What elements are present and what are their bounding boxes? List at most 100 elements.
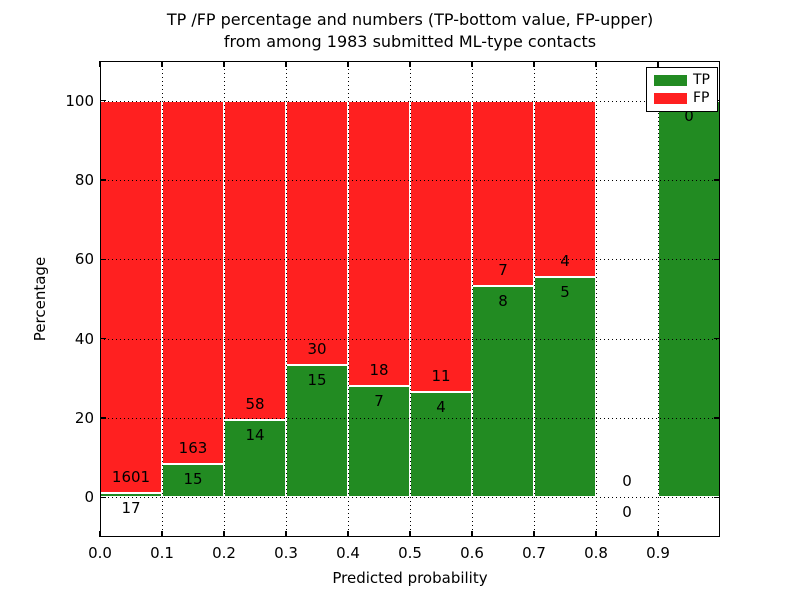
chart-title-line1: TP /FP percentage and numbers (TP-bottom… [166,10,654,29]
x-axis-label: Predicted probability [332,569,488,587]
y-tick-label: 60 [74,250,94,269]
x-tick-mark [471,531,473,537]
fp-count-label: 30 [307,340,327,359]
x-tick-mark [409,531,411,537]
tp-count-label: 0 [684,106,694,125]
y-tick-mark [100,337,106,340]
y-tick-mark-right [714,337,720,340]
x-tick-mark [657,531,659,537]
x-tick-mark [285,531,287,537]
y-tick-mark-right [714,179,720,181]
x-tick-mark-top [471,61,473,67]
y-tick-mark [100,258,106,261]
fp-bar-segment [534,100,596,277]
y-tick-label: 0 [84,488,94,507]
y-tick-mark-right [714,417,720,419]
x-tick-mark-top [533,61,535,67]
x-tick-label: 0.1 [150,544,174,562]
x-tick-label: 0.9 [646,544,670,562]
y-tick-mark [100,496,106,499]
y-tick-label: 80 [74,171,94,189]
tp-count-label: 4 [436,397,446,416]
fp-count-label: 11 [431,366,451,385]
x-tick-mark-top [99,61,101,67]
fp-bar-segment [472,100,534,286]
legend-swatch-tp-icon [654,75,687,87]
x-tick-mark-top [409,61,411,67]
tp-bar-segment [162,463,224,498]
legend-swatch-fp-icon [654,92,687,104]
y-axis-label: Percentage [31,256,49,342]
y-tick-label: 100 [65,91,94,110]
gridline-vertical [658,61,659,537]
x-tick-mark [161,531,163,537]
y-tick-mark [100,417,106,419]
x-tick-mark-top [347,61,349,67]
fp-count-label: 18 [369,361,389,380]
x-tick-label: 0.5 [398,544,422,562]
tp-bar-segment [348,386,410,498]
x-tick-mark-top [285,61,287,67]
x-tick-label: 0.7 [522,544,546,562]
fp-count-label: 7 [498,260,508,279]
tp-count-label: 0 [622,503,632,522]
x-tick-mark [223,531,225,537]
tp-count-label: 15 [307,371,327,390]
tp-bar-segment [472,285,534,498]
x-tick-mark [595,531,597,537]
tp-count-label: 7 [374,392,384,411]
y-tick-mark [100,179,106,181]
chart-title-line2: from among 1983 submitted ML-type contac… [223,32,597,51]
x-tick-mark [347,531,349,537]
gridline-vertical [596,61,597,537]
y-tick-label: 20 [74,409,94,427]
fp-bar-segment [224,100,286,421]
x-tick-mark-top [657,61,659,67]
x-tick-label: 0.4 [336,544,360,562]
gridline-vertical [472,61,473,537]
tp-count-label: 15 [183,469,203,488]
fp-bar-segment [100,100,162,494]
x-tick-mark [99,531,101,537]
x-tick-mark-top [595,61,597,67]
y-tick-mark-right [714,496,720,499]
fp-bar-segment [410,100,472,392]
gridline-vertical [534,61,535,537]
legend-item-fp: FP [654,89,710,106]
tp-count-label: 14 [245,426,265,445]
y-tick-label: 40 [74,329,94,348]
tp-count-label: 8 [498,291,508,310]
fp-count-label: 4 [560,251,570,270]
fp-bar-segment [286,100,348,366]
x-tick-label: 0.8 [584,544,608,562]
fp-count-label: 1601 [111,468,151,487]
gridline-vertical [286,61,287,537]
tp-count-label: 17 [121,499,141,518]
legend-label-fp: FP [693,89,710,106]
gridline-vertical [224,61,225,537]
legend: TP FP [646,67,718,112]
x-tick-label: 0.0 [88,544,112,562]
legend-item-tp: TP [654,73,710,88]
y-tick-mark [100,99,106,102]
x-tick-label: 0.3 [274,544,298,562]
legend-label-tp: TP [693,72,710,89]
gridline-vertical [410,61,411,537]
fp-count-label: 0 [622,472,632,491]
gridline-vertical [348,61,349,537]
tp-bar-segment [658,100,720,498]
tp-count-label: 5 [560,282,570,301]
x-tick-mark-top [161,61,163,67]
fp-bar-segment [348,100,410,387]
tp-bar-segment [534,276,596,498]
x-tick-label: 0.6 [460,544,484,562]
fp-count-label: 163 [178,438,208,457]
fp-bar-segment [162,100,224,464]
fp-count-label: 58 [245,395,265,414]
x-tick-mark-top [223,61,225,67]
x-tick-mark [533,531,535,537]
y-tick-mark-right [714,258,720,261]
gridline-vertical [162,61,163,537]
